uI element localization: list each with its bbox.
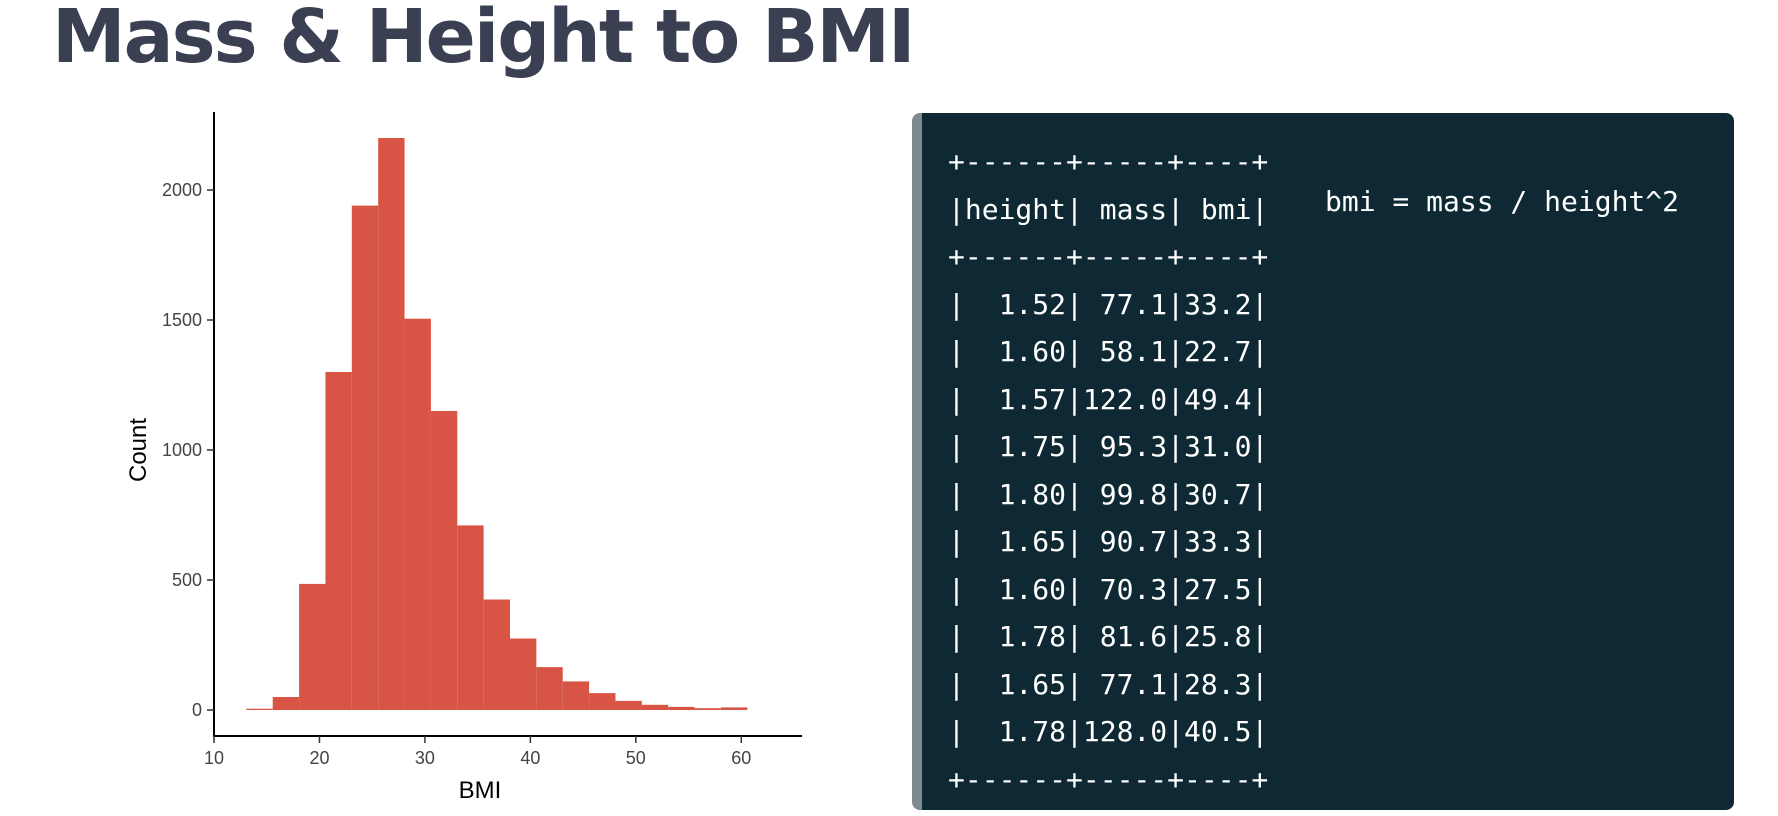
histogram-svg: 0 500 1000 1500 2000 10 20 30 40 50 60 BMI Count (125, 112, 802, 804)
histogram-bar (483, 599, 510, 710)
x-axis-label: BMI (459, 777, 502, 802)
histogram-bar (668, 706, 695, 710)
y-tick-label: 2000 (162, 180, 202, 200)
histogram-bar (246, 708, 273, 710)
histogram-bar (536, 667, 563, 710)
code-output-panel: +------+-----+----+ |height| mass| bmi| +-… (912, 113, 1734, 810)
code-line: | 1.65| 90.7|33.3| (948, 525, 1269, 558)
table-output: +------+-----+----+ |height| mass| bmi| +-… (948, 138, 1268, 803)
code-line: +------+-----+----+ (948, 762, 1269, 796)
x-tick-label: 20 (309, 748, 329, 768)
histogram-bar (694, 708, 721, 710)
page-title: Mass & Height to BMI (52, 0, 916, 80)
histogram-bar (272, 697, 300, 710)
histogram-bar (510, 638, 537, 710)
histogram-bar (325, 372, 352, 710)
histogram-bar (589, 693, 616, 710)
code-line: | 1.65| 77.1|28.3| (948, 667, 1269, 701)
histogram-bar (615, 700, 642, 710)
code-line: | 1.80| 99.8|30.7| (948, 477, 1269, 511)
code-line: +------+-----+----+ (948, 145, 1269, 178)
x-tick-label: 30 (415, 748, 435, 768)
code-line: | 1.60| 70.3|27.5| (948, 572, 1269, 606)
histogram-bar (404, 318, 431, 710)
bmi-formula: bmi = mass / height^2 (1325, 185, 1680, 218)
histogram-bar (378, 138, 405, 710)
y-axis-label: Count (125, 418, 152, 482)
code-line: | 1.78| 81.6|25.8| (948, 620, 1269, 653)
histogram-bar (562, 681, 590, 710)
y-tick-label: 500 (172, 570, 202, 590)
y-tick-label: 1000 (162, 440, 202, 460)
bmi-histogram-chart: 0 500 1000 1500 2000 10 20 30 40 50 60 BMI Count (110, 112, 810, 804)
code-line: +------+-----+----+ (948, 240, 1269, 273)
histogram-bar (641, 704, 669, 710)
histogram-bar (351, 205, 379, 710)
code-line: | 1.78|128.0|40.5| (948, 715, 1269, 748)
x-tick-label: 40 (520, 748, 540, 768)
code-line: | 1.75| 95.3|31.0| (948, 430, 1269, 463)
code-line: |height| mass| bmi| (948, 192, 1269, 226)
code-line: | 1.52| 77.1|33.2| (948, 287, 1269, 321)
code-line: | 1.60| 58.1|22.7| (948, 335, 1269, 368)
code-line: | 1.57|122.0|49.4| (948, 382, 1269, 416)
y-tick-label: 0 (192, 700, 202, 720)
histogram-bar (457, 525, 484, 710)
x-tick-label: 50 (626, 748, 646, 768)
x-tick-label: 10 (204, 748, 224, 768)
y-tick-label: 1500 (162, 310, 202, 330)
histogram-bar (720, 707, 748, 710)
histogram-bar (430, 411, 458, 710)
histogram-bar (299, 583, 326, 710)
x-tick-label: 60 (731, 748, 751, 768)
